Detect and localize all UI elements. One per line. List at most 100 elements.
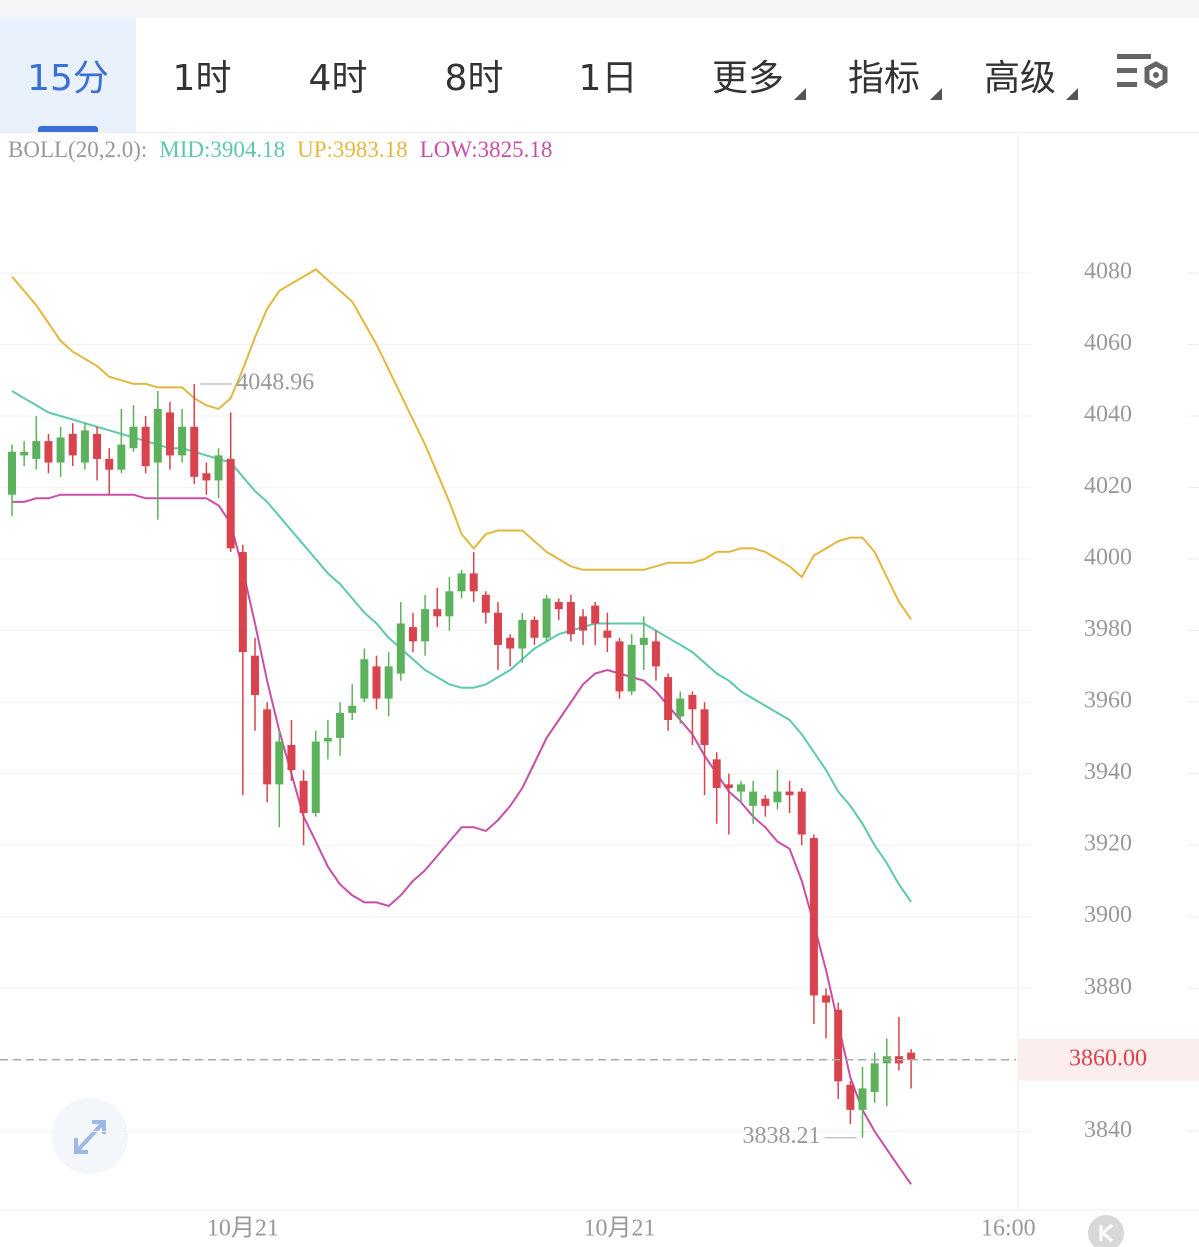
candle-body [676,698,685,717]
candle-body [396,623,405,674]
tab[interactable]: 高级 [983,58,1056,99]
candle-body [870,1063,879,1092]
candle-body [785,791,794,796]
status-strip [0,0,1199,18]
candle-body [664,677,673,721]
candle-body [32,441,41,459]
candle-body [566,602,575,635]
dropdown-arrow [930,88,942,100]
candle-body [360,659,369,699]
candle-body [737,784,745,792]
candle-body [846,1084,855,1110]
legend-entry: MID:3904.18 [159,137,285,162]
candle-body [226,458,235,549]
icon-bar [1117,68,1137,73]
candle-body [469,573,478,592]
y-tick-label: 3940 [1084,759,1132,785]
high-label: 4048.96 [236,369,314,395]
candle-body [445,591,454,617]
candle-body [651,641,660,667]
candle-body [724,784,733,788]
icon-dot [1153,72,1159,78]
candle-body [858,1088,867,1110]
dropdown-arrow [1066,88,1078,100]
expand-icon [74,1120,106,1154]
y-tick-label: 3920 [1084,831,1132,857]
candle-body [311,741,320,814]
candle-body [603,630,612,638]
candle-body [165,412,174,456]
candle-body [615,641,624,692]
low-label: 3838.21 [743,1123,821,1149]
candle-body [494,612,502,645]
kline-button[interactable] [1088,1215,1124,1247]
candle-body [80,430,89,463]
tab[interactable]: 4时 [308,58,368,99]
legend-entry: UP:3983.18 [297,137,408,162]
candle-body [129,426,138,449]
candle-body [384,666,393,699]
candle-body [457,573,466,592]
icon-bar [1117,82,1137,87]
candle-body [591,605,600,624]
indicator-line [12,493,912,1185]
y-tick-label: 3840 [1084,1117,1132,1143]
x-tick-label: 16:00 [981,1216,1036,1242]
x-tick-label: 10月21 [207,1216,279,1242]
y-tick-label: 3960 [1084,688,1132,714]
y-tick-label: 3880 [1084,974,1132,1000]
candle-body [202,473,211,481]
candle-body [433,609,442,617]
indicator-name: BOLL(20,2.0): [8,137,147,162]
y-tick-label: 3900 [1084,902,1132,928]
candle-body [8,451,16,495]
tab-bar: 15分 1时 4时 8时 1日 更多 指标 高级 [0,18,1199,133]
candle-body [299,780,308,814]
indicator-line [11,268,912,620]
y-tick-label: 4060 [1084,330,1132,356]
candle-body [348,705,357,713]
candle-body [44,441,53,463]
candle-body [287,745,296,771]
last-price-label: 3860.00 [1069,1045,1147,1071]
tab[interactable]: 15分 [0,18,136,132]
candle-body [822,995,831,1003]
candle-body [506,637,515,649]
candle-body [627,644,636,692]
icon-hex [1144,61,1168,89]
legend-entry: LOW:3825.18 [420,137,553,162]
x-tick-label: 10月21 [584,1216,656,1242]
candle-body [336,712,345,738]
tab[interactable]: 1时 [172,58,232,99]
y-tick-label: 4020 [1084,473,1132,499]
candle-body [639,637,648,645]
candle-body [809,838,818,996]
y-tick-label: 4040 [1084,402,1132,428]
candle-body [542,598,551,638]
candle-body [323,737,332,742]
candle-body [263,709,272,785]
tab[interactable]: 8时 [444,58,504,99]
indicator-legend: BOLL(20,2.0): MID:3904.18 UP:3983.18 LOW:38… [8,137,552,162]
icon-bar [1117,54,1151,59]
candle-body [907,1052,916,1060]
candle-body [105,458,114,470]
candle-body [700,709,709,746]
candle-body [141,426,150,467]
candle-body [773,791,782,803]
candle-body [20,451,29,456]
tab[interactable]: 更多 [711,58,784,99]
candle-body [214,455,223,481]
candle-body [178,426,187,456]
expand-button[interactable] [52,1098,128,1174]
candle-body [93,433,102,459]
indicator-line [11,390,912,903]
settings-icon[interactable] [1115,46,1175,106]
tab[interactable]: 1日 [578,58,638,99]
candle-body [749,791,758,806]
candle-body [579,616,588,631]
candle-body [712,759,721,788]
tab[interactable]: 指标 [847,58,920,99]
